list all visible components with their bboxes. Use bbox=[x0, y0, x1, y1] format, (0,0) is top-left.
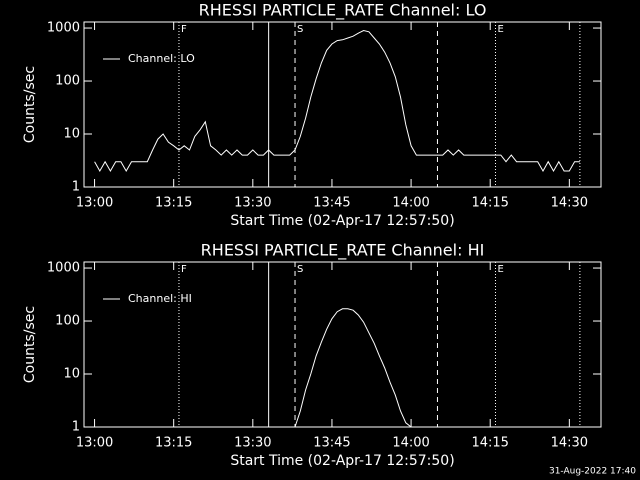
y-tick-label: 1 bbox=[72, 420, 80, 435]
y-tick-label: 1000 bbox=[47, 21, 80, 36]
x-axis-label: Start Time (02-Apr-17 12:57:50) bbox=[230, 453, 454, 469]
data-line bbox=[294, 308, 412, 428]
y-tick-label: 1 bbox=[72, 180, 80, 195]
y-axis-label: Counts/sec bbox=[22, 306, 38, 383]
x-tick-label: 13:30 bbox=[234, 436, 271, 451]
marker-label: E bbox=[497, 24, 503, 35]
x-tick-label: 13:45 bbox=[313, 436, 350, 451]
marker-label: S bbox=[297, 264, 303, 275]
marker-label: S bbox=[297, 24, 303, 35]
chart-title: RHESSI PARTICLE_RATE Channel: HI bbox=[201, 241, 485, 261]
plot-frame bbox=[83, 21, 602, 188]
y-tick-label: 10 bbox=[63, 367, 80, 382]
x-tick-label: 14:00 bbox=[392, 196, 429, 211]
x-tick-label: 14:30 bbox=[551, 436, 588, 451]
x-tick-label: 13:45 bbox=[313, 196, 350, 211]
marker-label: F bbox=[181, 264, 187, 275]
x-tick-label: 14:00 bbox=[392, 436, 429, 451]
y-axis-label: Counts/sec bbox=[22, 66, 38, 143]
y-tick-label: 1000 bbox=[47, 261, 80, 276]
marker-label: E bbox=[497, 264, 503, 275]
legend-label: Channel: HI bbox=[128, 292, 192, 305]
y-tick-label: 100 bbox=[55, 74, 80, 89]
y-tick-label: 100 bbox=[55, 314, 80, 329]
x-tick-label: 13:30 bbox=[234, 196, 271, 211]
marker-label: F bbox=[181, 24, 187, 35]
x-tick-label: 13:00 bbox=[76, 196, 113, 211]
x-tick-label: 14:30 bbox=[551, 196, 588, 211]
legend-label: Channel: LO bbox=[128, 52, 195, 65]
chart-title: RHESSI PARTICLE_RATE Channel: LO bbox=[199, 1, 487, 21]
data-line bbox=[94, 29, 580, 173]
plot-frame bbox=[83, 261, 602, 428]
x-tick-label: 13:15 bbox=[155, 196, 192, 211]
x-tick-label: 14:15 bbox=[471, 196, 508, 211]
timestamp: 31-Aug-2022 17:40 bbox=[549, 467, 636, 477]
x-axis-label: Start Time (02-Apr-17 12:57:50) bbox=[230, 213, 454, 229]
x-tick-label: 14:15 bbox=[471, 436, 508, 451]
x-tick-label: 13:00 bbox=[76, 436, 113, 451]
x-tick-label: 13:15 bbox=[155, 436, 192, 451]
y-tick-label: 10 bbox=[63, 127, 80, 142]
